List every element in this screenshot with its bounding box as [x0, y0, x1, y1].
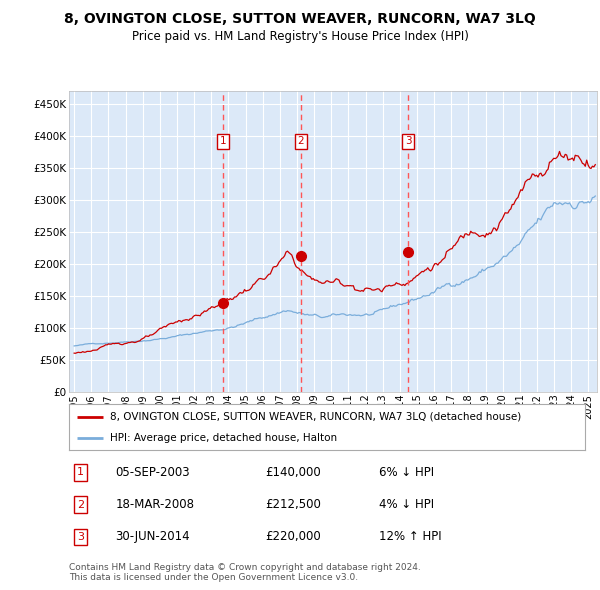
Text: 30-JUN-2014: 30-JUN-2014 [115, 530, 190, 543]
Text: 8, OVINGTON CLOSE, SUTTON WEAVER, RUNCORN, WA7 3LQ (detached house): 8, OVINGTON CLOSE, SUTTON WEAVER, RUNCOR… [110, 412, 521, 422]
Text: 3: 3 [77, 532, 84, 542]
Text: 6% ↓ HPI: 6% ↓ HPI [379, 466, 434, 479]
Text: 8, OVINGTON CLOSE, SUTTON WEAVER, RUNCORN, WA7 3LQ: 8, OVINGTON CLOSE, SUTTON WEAVER, RUNCOR… [64, 12, 536, 26]
Text: 2: 2 [298, 136, 304, 146]
Text: 1: 1 [77, 467, 84, 477]
Text: 12% ↑ HPI: 12% ↑ HPI [379, 530, 441, 543]
Text: £212,500: £212,500 [265, 498, 321, 511]
Text: 2: 2 [77, 500, 84, 510]
Text: HPI: Average price, detached house, Halton: HPI: Average price, detached house, Halt… [110, 433, 337, 443]
Text: Contains HM Land Registry data © Crown copyright and database right 2024.
This d: Contains HM Land Registry data © Crown c… [69, 563, 421, 582]
Text: 4% ↓ HPI: 4% ↓ HPI [379, 498, 434, 511]
Text: 1: 1 [220, 136, 226, 146]
Text: 05-SEP-2003: 05-SEP-2003 [115, 466, 190, 479]
Text: £220,000: £220,000 [265, 530, 321, 543]
Text: 3: 3 [405, 136, 412, 146]
Text: Price paid vs. HM Land Registry's House Price Index (HPI): Price paid vs. HM Land Registry's House … [131, 30, 469, 43]
Text: £140,000: £140,000 [265, 466, 321, 479]
Text: 18-MAR-2008: 18-MAR-2008 [115, 498, 194, 511]
